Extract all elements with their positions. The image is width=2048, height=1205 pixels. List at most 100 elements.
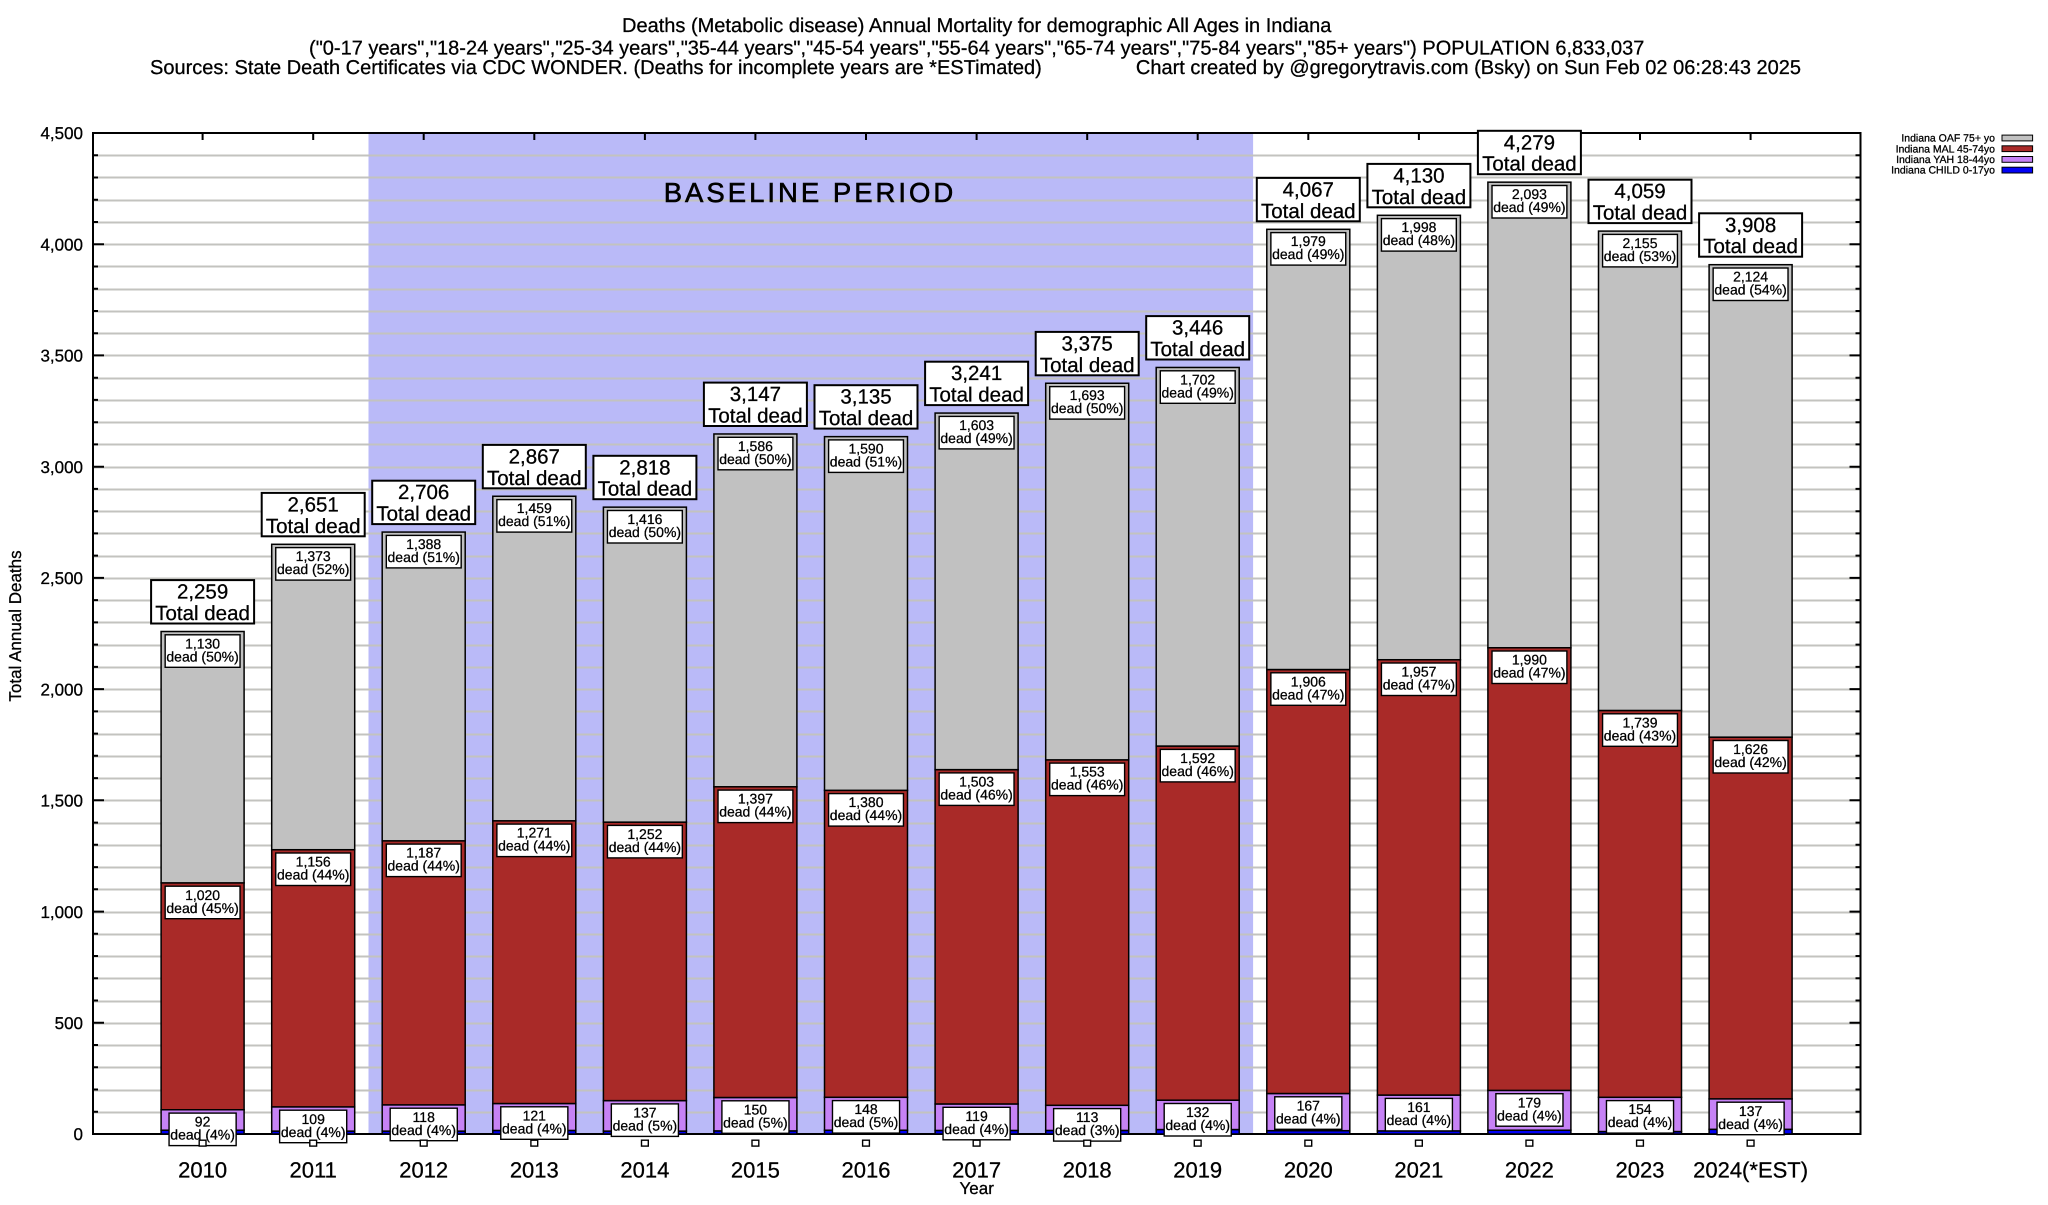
svg-text:4,279: 4,279 — [1504, 131, 1555, 154]
svg-text:4,000: 4,000 — [40, 235, 83, 254]
svg-text:113: 113 — [1076, 1109, 1099, 1125]
svg-text:dead (4%): dead (4%) — [502, 1120, 567, 1136]
svg-text:dead (49%): dead (49%) — [1272, 246, 1344, 262]
svg-text:1,906: 1,906 — [1291, 673, 1326, 689]
svg-text:2,818: 2,818 — [619, 456, 670, 479]
svg-text:dead (4%): dead (4%) — [1387, 1112, 1452, 1128]
svg-text:2014: 2014 — [620, 1158, 669, 1183]
svg-text:118: 118 — [413, 1109, 436, 1125]
svg-text:179: 179 — [1518, 1094, 1542, 1110]
svg-text:dead (52%): dead (52%) — [277, 561, 349, 577]
svg-text:3,446: 3,446 — [1172, 317, 1223, 340]
svg-text:4,059: 4,059 — [1614, 180, 1665, 203]
svg-text:dead (49%): dead (49%) — [1493, 199, 1565, 215]
svg-text:1,957: 1,957 — [1401, 664, 1436, 680]
svg-text:dead (4%): dead (4%) — [1497, 1107, 1562, 1123]
svg-text:dead (4%): dead (4%) — [1276, 1110, 1341, 1126]
svg-text:BASELINE PERIOD: BASELINE PERIOD — [664, 177, 957, 208]
svg-text:2021: 2021 — [1394, 1158, 1443, 1183]
svg-text:dead (51%): dead (51%) — [830, 454, 902, 470]
svg-text:3,500: 3,500 — [40, 347, 83, 366]
svg-text:Indiana YAH 18-44yo: Indiana YAH 18-44yo — [1896, 154, 1995, 166]
svg-text:dead (49%): dead (49%) — [1162, 384, 1234, 400]
svg-text:4,067: 4,067 — [1283, 178, 1334, 201]
svg-text:4,500: 4,500 — [40, 124, 83, 143]
svg-text:dead (42%): dead (42%) — [1714, 754, 1786, 770]
svg-text:2,500: 2,500 — [40, 569, 83, 588]
svg-text:dead (4%): dead (4%) — [391, 1122, 456, 1138]
svg-text:dead (5%): dead (5%) — [723, 1114, 788, 1130]
svg-text:Total dead: Total dead — [819, 407, 914, 430]
svg-text:dead (50%): dead (50%) — [1051, 400, 1123, 416]
svg-text:109: 109 — [302, 1111, 326, 1127]
svg-text:1,739: 1,739 — [1622, 714, 1657, 730]
svg-text:dead (46%): dead (46%) — [1162, 763, 1234, 779]
svg-text:dead (46%): dead (46%) — [1051, 777, 1123, 793]
svg-text:dead (5%): dead (5%) — [613, 1118, 678, 1134]
svg-text:2,124: 2,124 — [1733, 269, 1768, 285]
svg-text:Year: Year — [960, 1179, 995, 1198]
svg-text:Total dead: Total dead — [929, 384, 1024, 407]
svg-text:Total dead: Total dead — [376, 503, 471, 526]
svg-text:dead (43%): dead (43%) — [1604, 727, 1676, 743]
svg-text:3,908: 3,908 — [1725, 214, 1776, 237]
svg-text:dead (4%): dead (4%) — [281, 1124, 346, 1140]
svg-text:1,156: 1,156 — [296, 854, 331, 870]
svg-text:150: 150 — [744, 1101, 768, 1117]
svg-text:2,093: 2,093 — [1512, 186, 1547, 202]
svg-text:1,380: 1,380 — [848, 794, 883, 810]
svg-text:1,503: 1,503 — [959, 774, 994, 790]
svg-text:2,651: 2,651 — [288, 493, 339, 516]
svg-text:3,147: 3,147 — [730, 383, 781, 406]
svg-text:Indiana MAL 45-74yo: Indiana MAL 45-74yo — [1896, 143, 1996, 155]
svg-text:dead (47%): dead (47%) — [1383, 677, 1455, 693]
svg-text:4,130: 4,130 — [1393, 164, 1444, 187]
svg-text:Indiana CHILD 0-17yo: Indiana CHILD 0-17yo — [1891, 165, 1995, 177]
svg-text:Total dead: Total dead — [1040, 354, 1135, 377]
svg-text:1,998: 1,998 — [1401, 219, 1436, 235]
svg-text:Total dead: Total dead — [1703, 235, 1798, 258]
svg-text:2,155: 2,155 — [1622, 235, 1657, 251]
svg-text:119: 119 — [965, 1108, 988, 1124]
svg-text:Total dead: Total dead — [708, 405, 803, 428]
svg-text:1,702: 1,702 — [1180, 371, 1215, 387]
svg-text:1,271: 1,271 — [517, 825, 552, 841]
svg-text:2013: 2013 — [510, 1158, 559, 1183]
svg-text:2,259: 2,259 — [177, 581, 228, 604]
svg-text:1,592: 1,592 — [1180, 750, 1215, 766]
svg-text:2019: 2019 — [1173, 1158, 1222, 1183]
svg-text:1,020: 1,020 — [185, 887, 220, 903]
svg-text:3,241: 3,241 — [951, 362, 1002, 385]
svg-text:dead (44%): dead (44%) — [719, 804, 791, 820]
svg-text:dead (47%): dead (47%) — [1493, 665, 1565, 681]
svg-text:Total Annual Deaths: Total Annual Deaths — [6, 550, 25, 701]
svg-text:2018: 2018 — [1063, 1158, 1112, 1183]
svg-text:Total dead: Total dead — [266, 515, 361, 538]
svg-text:dead (5%): dead (5%) — [834, 1114, 899, 1130]
svg-text:1,979: 1,979 — [1291, 233, 1326, 249]
svg-text:dead (51%): dead (51%) — [498, 513, 570, 529]
svg-text:1,586: 1,586 — [738, 438, 773, 454]
svg-text:500: 500 — [55, 1014, 83, 1033]
svg-text:1,553: 1,553 — [1070, 764, 1105, 780]
svg-text:Total dead: Total dead — [487, 467, 582, 490]
svg-text:Sources: State Death Certifica: Sources: State Death Certificates via CD… — [150, 57, 1042, 79]
svg-text:2,867: 2,867 — [509, 445, 560, 468]
svg-text:2015: 2015 — [731, 1158, 780, 1183]
svg-text:154: 154 — [1628, 1101, 1652, 1117]
svg-text:dead (44%): dead (44%) — [830, 807, 902, 823]
svg-text:1,416: 1,416 — [627, 511, 662, 527]
svg-text:dead (46%): dead (46%) — [940, 787, 1012, 803]
svg-text:dead (4%): dead (4%) — [170, 1127, 235, 1143]
svg-text:dead (50%): dead (50%) — [609, 524, 681, 540]
svg-text:137: 137 — [1739, 1103, 1763, 1119]
svg-text:dead (3%): dead (3%) — [1055, 1122, 1120, 1138]
svg-text:1,693: 1,693 — [1070, 387, 1105, 403]
svg-text:dead (49%): dead (49%) — [940, 430, 1012, 446]
svg-text:1,626: 1,626 — [1733, 741, 1768, 757]
svg-text:1,500: 1,500 — [40, 792, 83, 811]
svg-text:dead (4%): dead (4%) — [944, 1121, 1009, 1137]
svg-text:1,252: 1,252 — [627, 826, 662, 842]
svg-text:Total dead: Total dead — [1150, 338, 1245, 361]
svg-text:dead (44%): dead (44%) — [277, 867, 349, 883]
